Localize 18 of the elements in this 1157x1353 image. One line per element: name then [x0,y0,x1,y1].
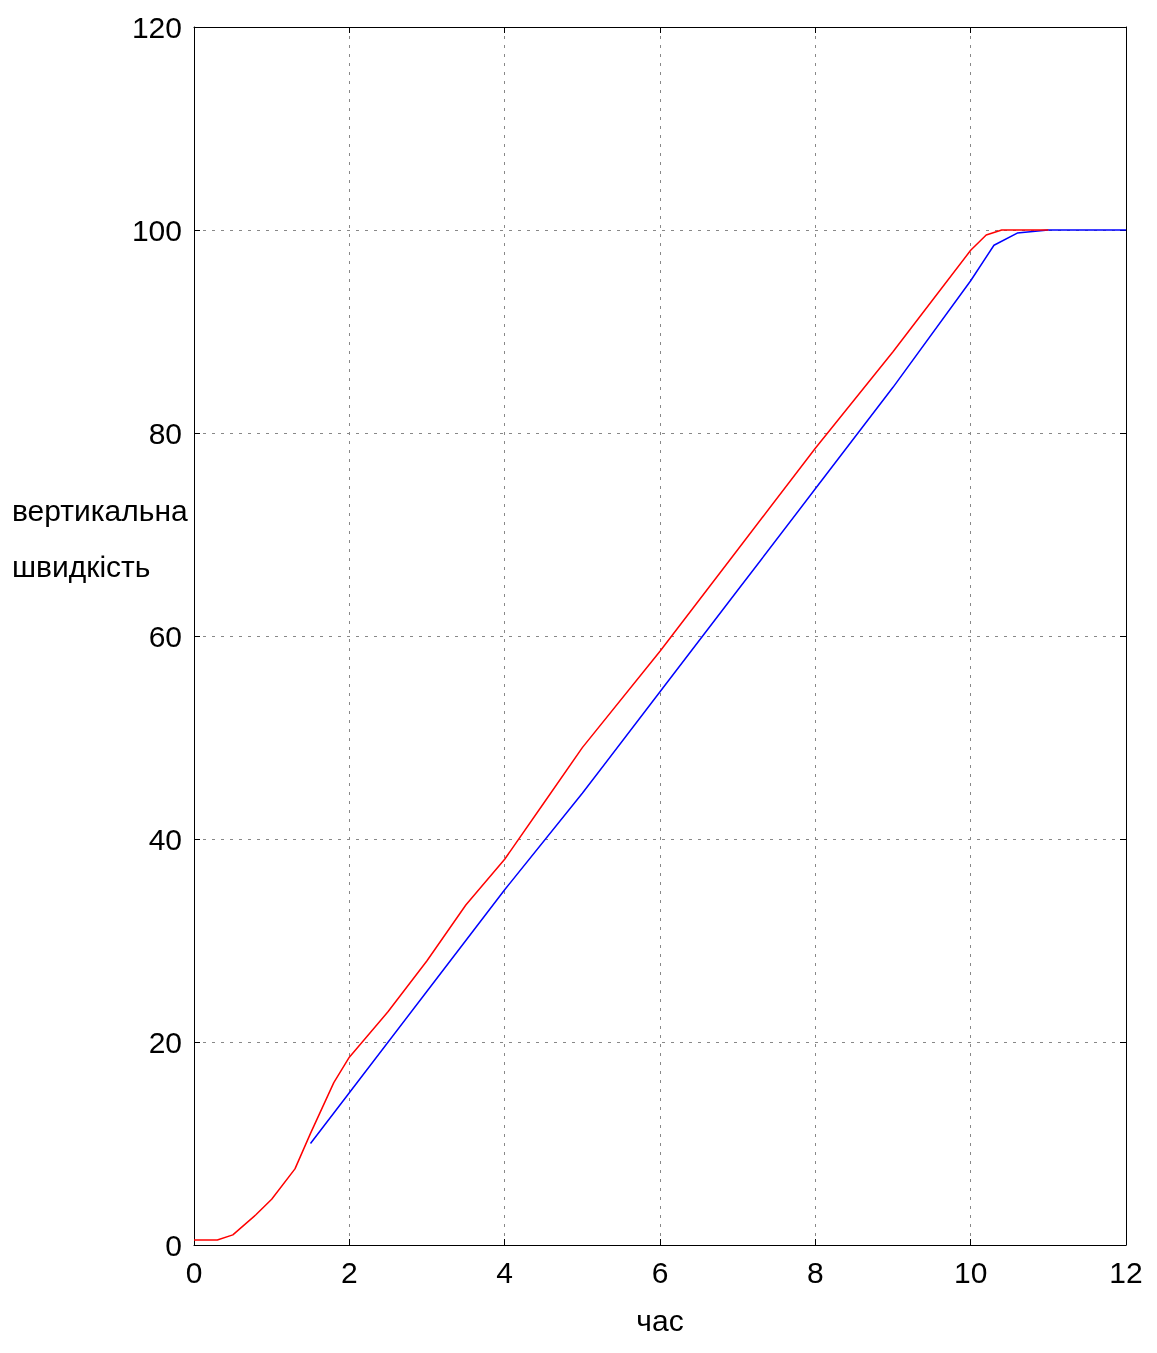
x-tick-label: 0 [185,1255,203,1289]
y-tick-label: 60 [148,619,182,653]
x-axis-title: час [636,1303,684,1337]
y-tick-label: 120 [131,10,182,44]
line-series [309,229,1127,1145]
x-tick-label: 2 [340,1255,358,1289]
line-series [193,229,1050,1241]
y-axis-title: вертикальна швидкість [12,493,188,583]
x-tick-label: 10 [953,1255,988,1289]
y-tick-label: 0 [165,1228,182,1262]
y-tick-label: 80 [148,416,182,450]
x-tick-label: 6 [651,1255,669,1289]
y-tick-label: 100 [131,213,182,247]
y-tick-label: 40 [148,822,182,856]
x-tick-label: 12 [1109,1255,1143,1289]
x-tick-label: 4 [496,1255,514,1289]
y-tick-label: 20 [148,1025,182,1059]
x-tick-label: 8 [806,1255,824,1289]
